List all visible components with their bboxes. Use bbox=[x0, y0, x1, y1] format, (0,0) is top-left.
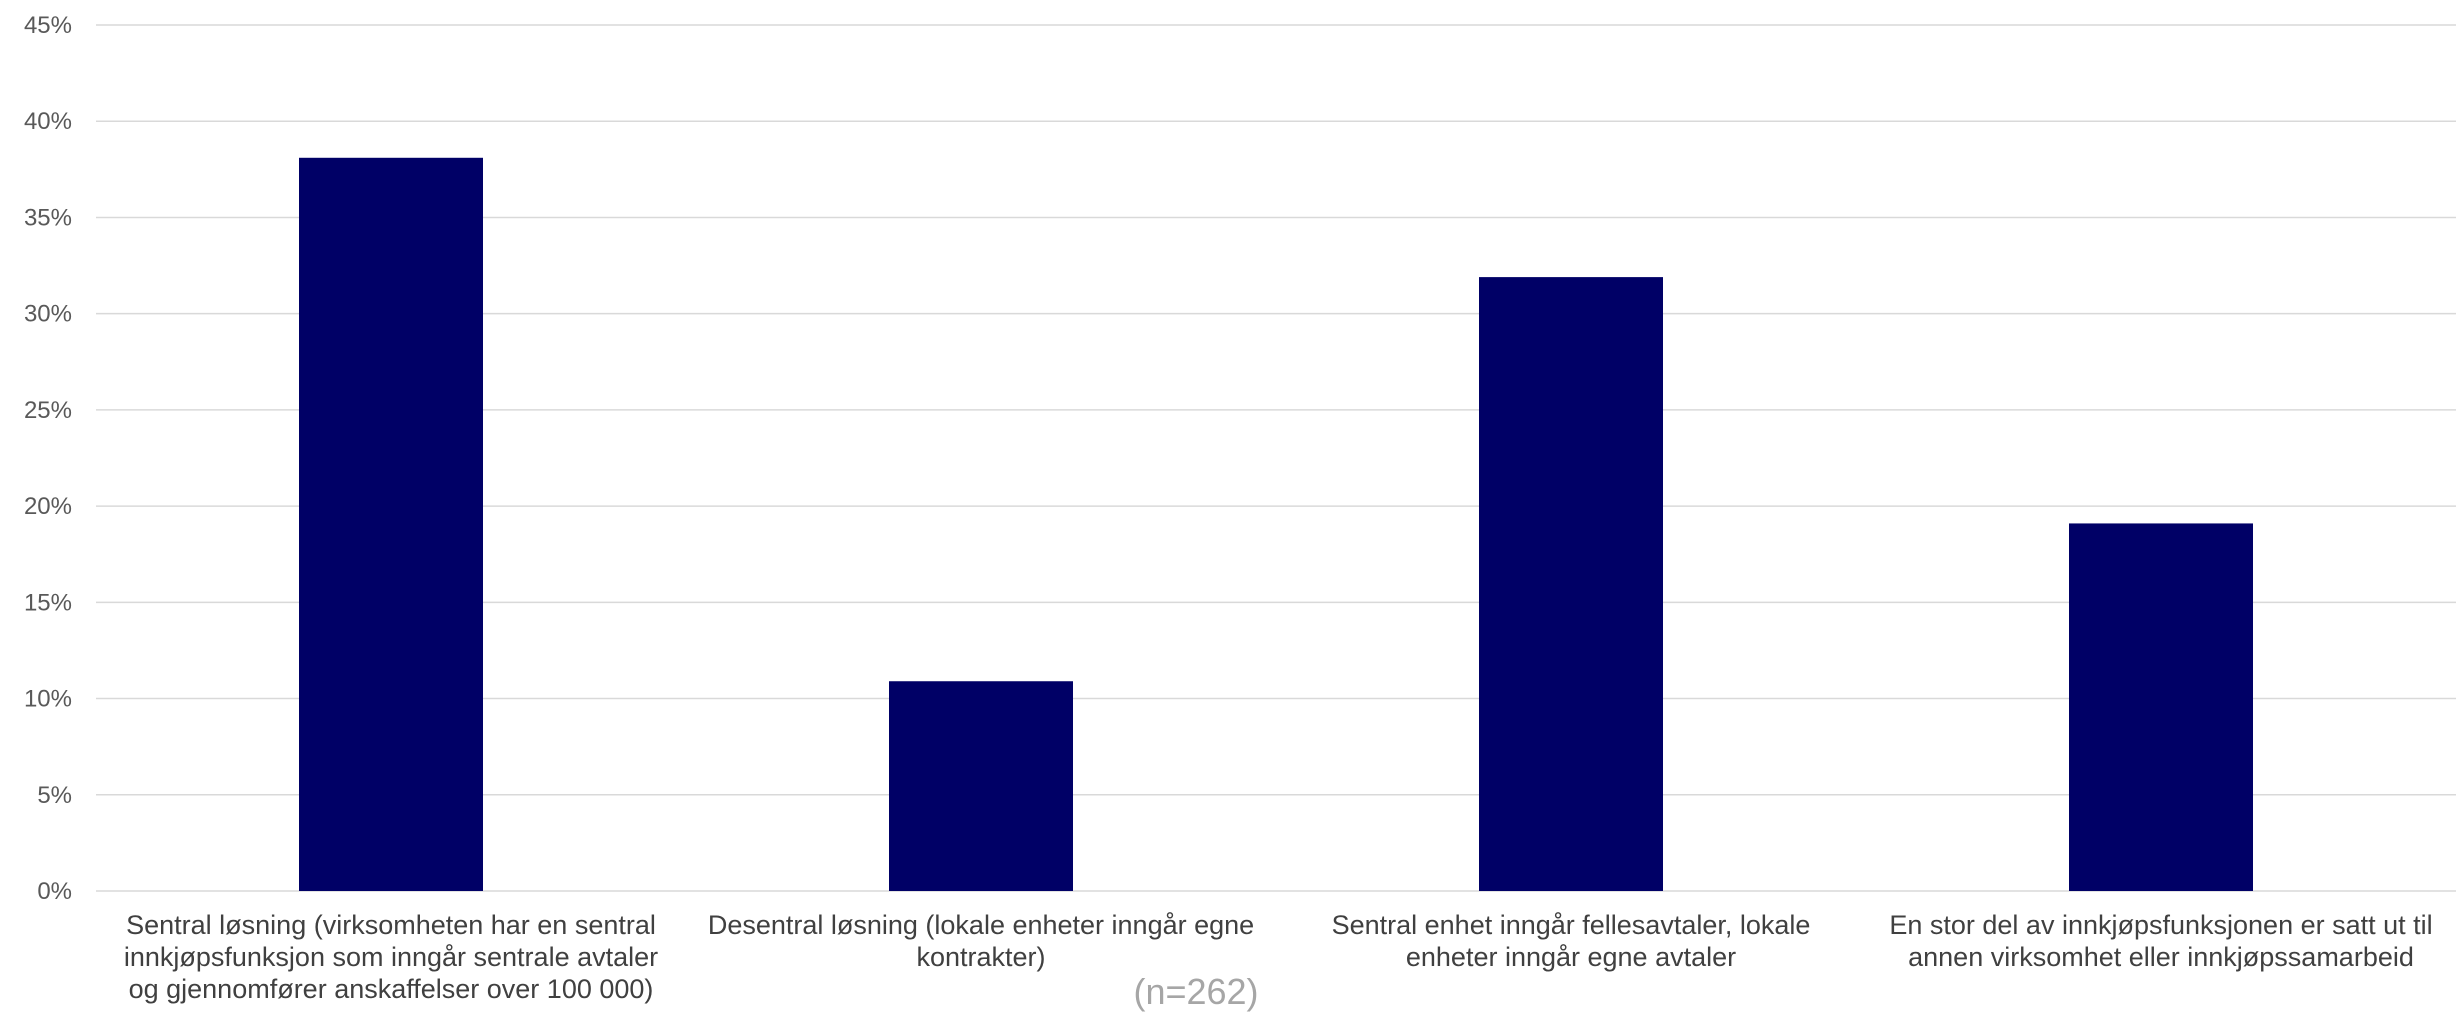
y-tick-label: 15% bbox=[24, 589, 72, 616]
bar bbox=[889, 681, 1073, 891]
bar bbox=[1479, 277, 1663, 891]
bar bbox=[299, 157, 483, 891]
y-tick-label: 5% bbox=[37, 782, 72, 809]
y-tick-label: 0% bbox=[37, 878, 72, 905]
x-category-label: Desentral løsning (lokale enheter inngår… bbox=[708, 910, 1254, 972]
gridlines bbox=[96, 24, 2456, 892]
bars bbox=[299, 157, 2253, 891]
x-axis-category-labels: Sentral løsning (virksomheten har en sen… bbox=[124, 910, 2433, 1004]
y-tick-label: 30% bbox=[24, 301, 72, 328]
y-tick-label: 35% bbox=[24, 204, 72, 231]
y-tick-label: 10% bbox=[24, 686, 72, 713]
sample-size-note: (n=262) bbox=[1133, 971, 1258, 1012]
bar bbox=[2069, 523, 2253, 891]
y-tick-label: 20% bbox=[24, 493, 72, 520]
y-tick-label: 45% bbox=[24, 12, 72, 39]
x-category-label: Sentral løsning (virksomheten har en sen… bbox=[124, 910, 658, 1004]
y-axis-tick-labels: 0% 5% 10% 15% 20% 25% 30% 35% 40% 45% bbox=[24, 12, 72, 905]
x-category-label: En stor del av innkjøpsfunksjonen er sat… bbox=[1889, 910, 2432, 972]
y-tick-label: 40% bbox=[24, 108, 72, 135]
y-tick-label: 25% bbox=[24, 397, 72, 424]
x-category-label: Sentral enhet inngår fellesavtaler, loka… bbox=[1332, 910, 1811, 972]
